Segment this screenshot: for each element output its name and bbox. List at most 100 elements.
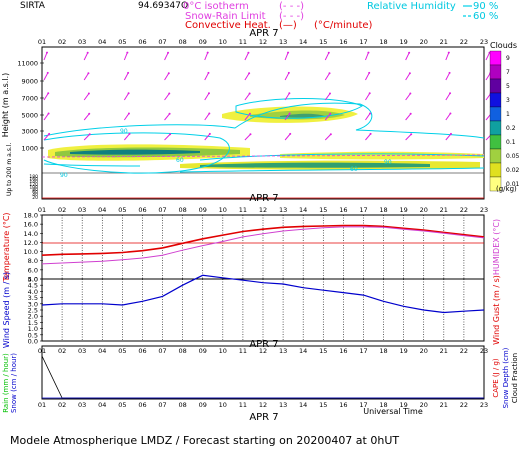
hour-tick-label: 09: [199, 401, 207, 409]
wind-arrow: [204, 72, 209, 81]
hour-tick-label: 08: [178, 401, 186, 409]
hour-tick-label: 21: [440, 38, 448, 46]
cloud-field: [48, 106, 484, 170]
wind-axis: 5.04.54.03.53.02.52.01.51.00.50.0: [28, 276, 43, 346]
colorbar-label: 0.02: [506, 167, 520, 174]
hour-tick-label: 21: [440, 347, 448, 355]
wind-arrow-head: [248, 72, 251, 75]
snow-rain-label: Snow-Rain Limit: [185, 11, 266, 22]
wind-arrow: [123, 113, 130, 121]
hour-tick-label: 16: [339, 38, 347, 46]
height-tick-label: 11000: [17, 60, 38, 68]
wind-gust-ylabel: Wind Gust (m / s): [492, 275, 501, 345]
wind-arrow-head: [127, 71, 130, 74]
isotherm-line: [41, 154, 485, 158]
colorbar-swatch: [489, 120, 502, 136]
colorbar-label: 0.05: [506, 153, 520, 160]
hour-tick-label: 23: [480, 401, 488, 409]
colorbar-swatch: [489, 50, 502, 66]
colorbar-label: 5: [506, 83, 510, 90]
hour-tick-label: 01: [38, 38, 46, 46]
wind-arrow: [204, 92, 210, 101]
cloud-mass-low-core: [70, 149, 200, 155]
convective-unit: (°C/minute): [314, 20, 373, 31]
hour-tick-label: 04: [98, 206, 106, 214]
wind-arrow-head: [46, 71, 49, 74]
temp-hour-labels: 01 02 03 04 05 06 07 08 09 10 11 12 13 14 15 16 17 18 19 20…: [38, 206, 488, 214]
wind-arrow: [43, 52, 48, 61]
wind-tick-label: 0.5: [28, 331, 38, 339]
wind-arrow-head: [126, 51, 129, 54]
hour-tick-label: 03: [78, 38, 86, 46]
hour-tick-label: 03: [78, 401, 86, 409]
wind-arrow: [83, 72, 89, 81]
wind-arrow-head: [169, 133, 172, 136]
wind-arrow-head: [207, 92, 210, 95]
wind-arrow: [445, 92, 451, 101]
wind-arrow-head: [449, 92, 452, 95]
hour-tick-label: 21: [440, 206, 448, 214]
hour-tick-label: 18: [379, 38, 387, 46]
colorbar-swatch: [489, 162, 502, 178]
colorbar-label: 3: [506, 97, 510, 104]
clouds-panel: 01 02 03 04 05 06 07 08 09 10 11 12 13 14 15 16 17 18 19 20…: [1, 28, 520, 201]
cloud-fraction-ylabel: Cloud Fraction: [511, 353, 519, 403]
height-tick-label-low: 40: [32, 192, 38, 198]
wind-arrow-head: [287, 71, 290, 74]
height-tick-label: 7000: [21, 95, 38, 103]
hour-tick-label: 19: [399, 38, 407, 46]
temp-tick-label: 8.0: [28, 257, 38, 265]
height-tick-label-low: 120: [29, 182, 38, 188]
wind-arrow: [284, 113, 291, 121]
cloud-mass-upper-core: [280, 113, 325, 118]
colorbar-label: 0.1: [506, 139, 516, 146]
convective-label: Convective Heat.: [185, 20, 271, 31]
wind-arrow: [405, 72, 411, 81]
height-tick-label-low: 160: [29, 177, 38, 183]
wind-hour-gridlines: [61, 279, 465, 341]
hour-tick-label: 08: [178, 206, 186, 214]
hour-tick-label: 22: [460, 38, 468, 46]
hour-tick-label: 20: [420, 38, 428, 46]
wind-arrow: [164, 93, 170, 101]
temp-tick-label: 18.0: [24, 212, 38, 220]
temp-ylabel: Temperature (°C): [2, 212, 11, 282]
wind-arrow: [43, 133, 50, 141]
hour-tick-label: 13: [279, 347, 287, 355]
hour-tick-label: 11: [239, 401, 247, 409]
hour-tick-label: 09: [199, 38, 207, 46]
wind-arrow-head: [206, 51, 209, 54]
convective-sample: (—): [279, 20, 297, 31]
wind-arrow: [244, 113, 251, 121]
hour-tick-label: 19: [399, 206, 407, 214]
wind-arrow: [445, 133, 452, 141]
hour-tick-label: 06: [138, 347, 146, 355]
rain-panel: 01 02 03 04 05 06 07 08 09 10 11 12 13 14 15 16 17 18 19 20…: [2, 345, 519, 423]
height-tick-label-low: 60: [32, 190, 38, 196]
wind-arrow: [244, 93, 251, 101]
wind-arrow-head: [87, 72, 90, 75]
wind-tick-label: 5.0: [28, 276, 38, 284]
hour-tick-label: 16: [339, 347, 347, 355]
hour-tick-label: 02: [58, 38, 66, 46]
hour-tick-label: 17: [359, 206, 367, 214]
wind-arrow-head: [47, 112, 50, 115]
temp-tick-label: 10.0: [24, 248, 38, 256]
height-tick-label-low: 100: [29, 184, 38, 190]
wind-arrow: [244, 72, 250, 81]
colorbar-label: 0.2: [506, 125, 516, 132]
hour-tick-label: 18: [379, 206, 387, 214]
height-tick-label-low: 140: [29, 179, 38, 185]
colorbar-swatch: [489, 134, 502, 150]
colorbar-label: 9: [506, 55, 510, 62]
colorbar-label: 0.01: [506, 181, 520, 188]
height-tick-label: 3000: [21, 128, 38, 136]
wind-arrow: [445, 113, 451, 121]
hour-tick-label: 07: [158, 401, 166, 409]
hour-tick-label: 17: [359, 401, 367, 409]
height-tick-label-low: 80: [32, 187, 38, 193]
hour-tick-label: 11: [239, 347, 247, 355]
hour-tick-label: 02: [58, 401, 66, 409]
rh-contour-label: 60: [350, 166, 358, 173]
